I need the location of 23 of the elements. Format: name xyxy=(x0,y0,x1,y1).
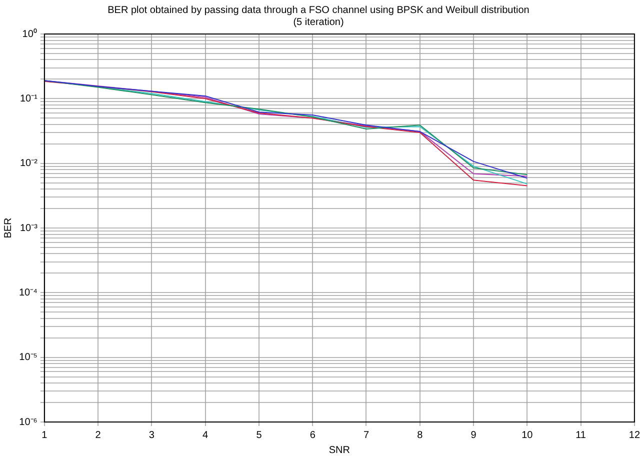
x-tick-label: 6 xyxy=(310,430,316,441)
x-tick-label: 1 xyxy=(42,430,48,441)
y-tick-label: 10⁻³ xyxy=(20,222,38,234)
x-tick-label: 11 xyxy=(576,430,586,441)
x-tick-label: 9 xyxy=(470,430,477,441)
x-tick-label: 10 xyxy=(522,430,534,441)
y-axis-title: BER xyxy=(2,218,14,238)
chart-title: BER plot obtained by passing data through a FSO channel using BPSK and Weibull distribution xyxy=(108,4,530,16)
x-tick-label: 7 xyxy=(363,430,370,441)
y-tick-label: 10⁰ xyxy=(22,28,38,40)
y-tick-label: 10⁻¹ xyxy=(20,93,38,104)
x-tick-label: 8 xyxy=(417,430,424,441)
y-tick-label: 10⁻⁵ xyxy=(19,352,38,364)
x-axis-title: SNR xyxy=(328,444,350,456)
y-tick-label: 10⁻⁶ xyxy=(19,416,38,428)
x-tick-label: 2 xyxy=(95,430,102,441)
chart-subtitle: (5 iteration) xyxy=(293,16,344,28)
x-tick-label: 3 xyxy=(148,430,155,441)
x-tick-label: 5 xyxy=(256,430,262,441)
y-tick-label: 10⁻⁴ xyxy=(19,287,38,298)
x-tick-label: 4 xyxy=(202,430,209,441)
x-tick-label: 12 xyxy=(628,430,640,441)
y-tick-label: 10⁻² xyxy=(20,158,38,170)
